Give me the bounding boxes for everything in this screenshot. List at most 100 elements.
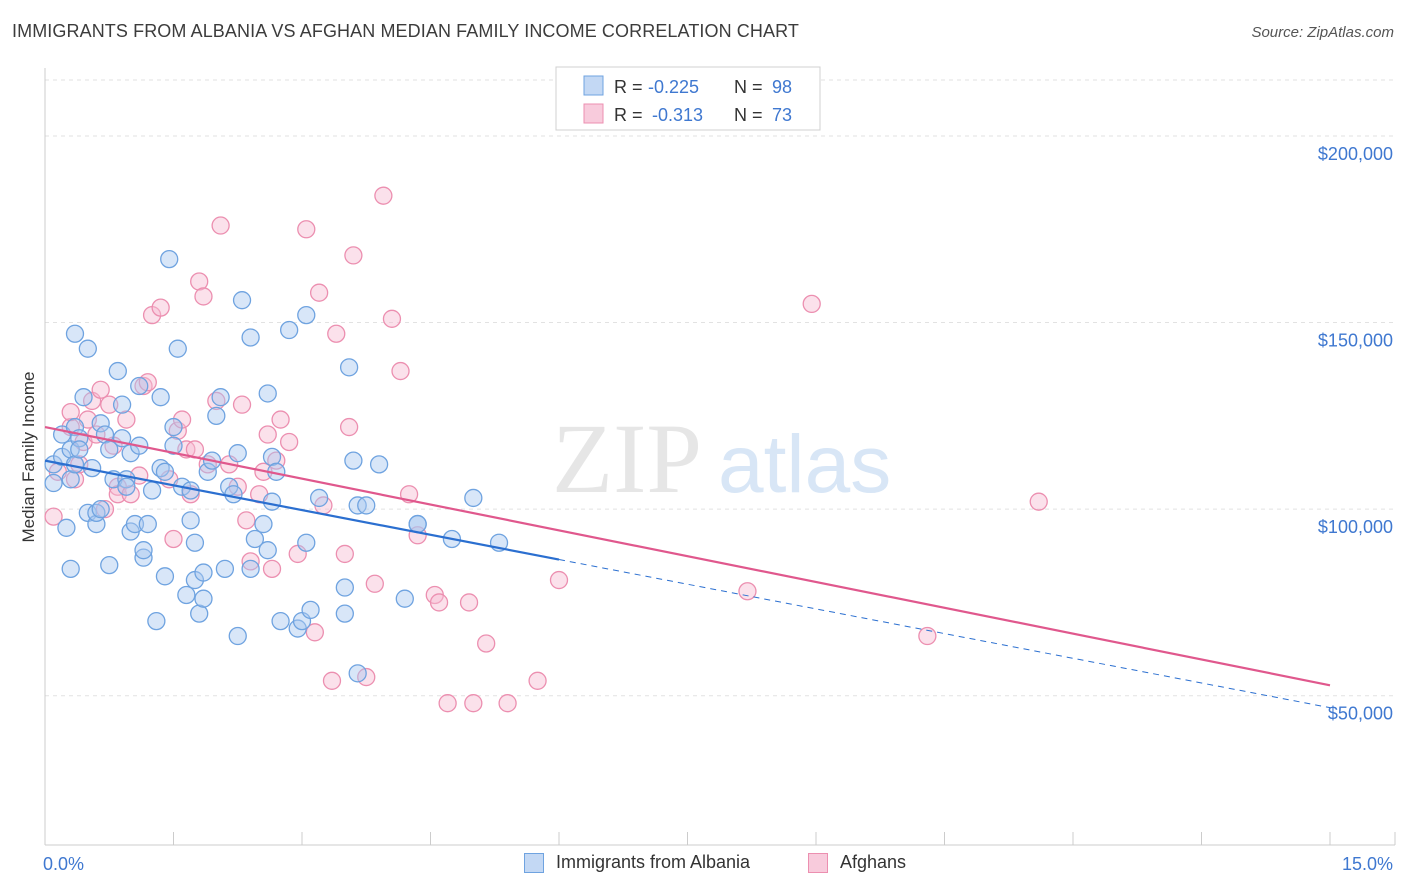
afghans-point: [528, 671, 547, 690]
series-albania: [44, 249, 509, 683]
afghans-point: [309, 283, 329, 302]
albania-point: [194, 563, 213, 582]
albania-point: [155, 567, 175, 586]
y-tick-label: $50,000: [1328, 704, 1393, 724]
albania-point: [125, 514, 145, 534]
albania-point: [194, 589, 213, 608]
afghans-point: [151, 298, 170, 317]
albania-point: [70, 440, 89, 459]
albania-point: [44, 473, 63, 493]
stats-n-value-2: 73: [772, 105, 792, 125]
afghans-point: [164, 529, 183, 549]
albania-point: [112, 395, 132, 414]
afghans-point: [241, 552, 260, 571]
legend-item-albania[interactable]: Immigrants from Albania: [524, 852, 750, 873]
stats-r-label-2: R =: [614, 105, 643, 125]
afghans-point: [459, 593, 479, 612]
source-credit: Source: ZipAtlas.com: [1251, 24, 1394, 41]
trend-line-afghans: [44, 425, 1331, 687]
legend-label-albania: Immigrants from Albania: [556, 852, 751, 872]
afghans-point: [61, 402, 80, 422]
watermark-zip: ZIP: [552, 403, 702, 514]
albania-point: [142, 481, 162, 500]
trend-line-albania: [44, 459, 560, 561]
albania-point: [78, 339, 97, 358]
afghans-point: [464, 694, 483, 713]
albania-point: [335, 578, 354, 597]
albania-point: [297, 533, 316, 552]
legend-label-afghans: Afghans: [840, 852, 907, 872]
albania-point: [254, 514, 273, 534]
afghans-point: [738, 582, 757, 601]
afghans-point: [305, 623, 325, 642]
afghans-point: [44, 507, 63, 526]
stats-n-label-1: N =: [734, 77, 763, 97]
afghans-point: [374, 186, 393, 205]
albania-point: [61, 559, 80, 579]
afghans-point: [65, 470, 85, 489]
albania-point: [224, 485, 243, 504]
afghans-point: [477, 634, 496, 653]
afghans-point: [438, 694, 457, 713]
bottom-legend: Immigrants from Albania Afghans: [0, 852, 1406, 878]
x-tick-label: 0.0%: [43, 854, 84, 874]
stats-r-value-1: -0.225: [648, 77, 699, 97]
albania-point: [181, 511, 200, 530]
albania-point: [108, 361, 127, 381]
albania-point: [164, 417, 183, 437]
y-tick-label: $100,000: [1318, 517, 1393, 537]
afghans-point: [271, 410, 290, 429]
albania-point: [211, 388, 230, 407]
albania-point: [228, 626, 247, 646]
afghans-point: [237, 511, 256, 530]
albania-point: [258, 384, 277, 403]
albania-point: [464, 488, 483, 508]
stats-n-value-1: 98: [772, 77, 792, 97]
afghans-point: [327, 324, 346, 343]
albania-point: [168, 339, 187, 358]
afghans-point: [194, 287, 213, 306]
afghans-point: [365, 574, 384, 593]
legend-item-afghans[interactable]: Afghans: [808, 852, 906, 873]
albania-point: [228, 444, 247, 463]
albania-point: [339, 358, 359, 377]
albania-point: [74, 388, 93, 407]
afghans-point: [498, 694, 517, 713]
albania-point: [279, 320, 299, 340]
albania-point: [241, 559, 260, 579]
afghans-point: [211, 216, 230, 235]
albania-point: [369, 455, 389, 474]
albania-point: [65, 324, 85, 343]
afghans-point: [339, 417, 359, 437]
chart-title: IMMIGRANTS FROM ALBANIA VS AFGHAN MEDIAN…: [12, 21, 799, 41]
afghans-point: [297, 220, 316, 239]
albania-point: [91, 414, 110, 433]
albania-point: [344, 451, 363, 470]
series-afghans: [44, 186, 1048, 713]
albania-point: [155, 462, 175, 481]
albania-point: [408, 514, 427, 534]
albania-point: [147, 611, 166, 631]
albania-point: [151, 388, 170, 407]
albania-point: [138, 514, 157, 534]
albania-point: [271, 611, 290, 631]
albania-point: [164, 436, 183, 455]
y-tick-label: $200,000: [1318, 144, 1393, 164]
afghans-point: [262, 559, 282, 579]
albania-point: [232, 291, 252, 310]
albania-point: [190, 604, 209, 623]
afghans-point: [382, 309, 402, 328]
albania-point: [262, 447, 282, 467]
stats-r-value-2: -0.313: [652, 105, 703, 125]
albania-point: [245, 529, 265, 549]
albania-point: [160, 249, 179, 269]
stats-r-label-1: R =: [614, 77, 643, 97]
albania-point: [177, 585, 196, 605]
afghans-point: [100, 395, 119, 414]
albania-point: [335, 604, 354, 623]
albania-point: [297, 305, 316, 325]
albania-point: [117, 477, 136, 496]
albania-point: [134, 548, 153, 567]
afghans-point: [258, 425, 277, 444]
